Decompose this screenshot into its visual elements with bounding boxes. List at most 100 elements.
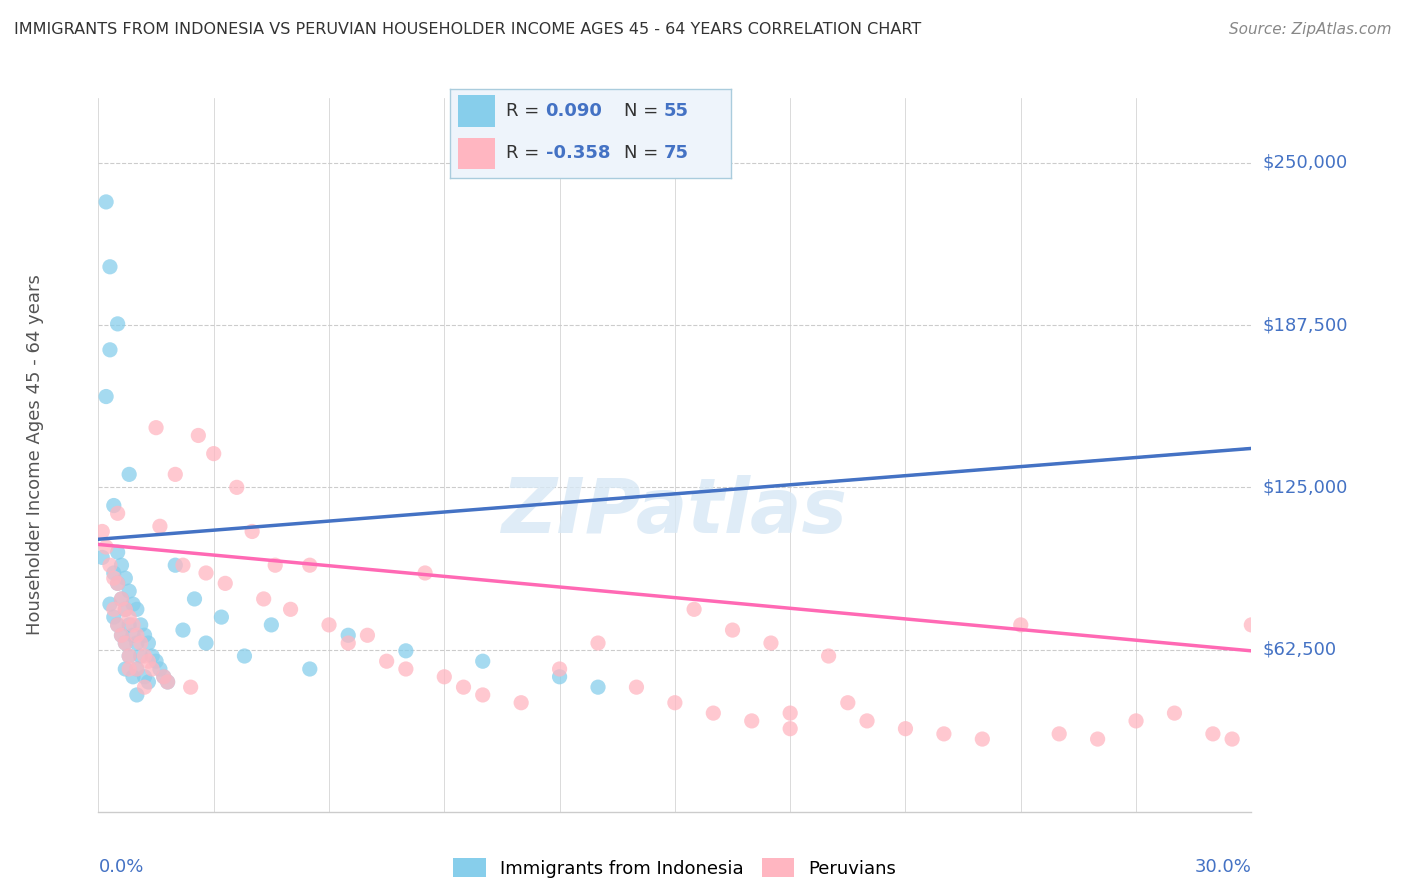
Point	[122, 628, 145, 642]
Point	[129, 648, 152, 663]
Point	[225, 480, 247, 494]
Point	[253, 591, 276, 606]
Point	[103, 610, 125, 624]
Text: Householder Income Ages 45 - 64 years: Householder Income Ages 45 - 64 years	[25, 275, 44, 635]
Text: ZIPatlas: ZIPatlas	[502, 475, 848, 549]
Point	[110, 628, 132, 642]
Text: $250,000: $250,000	[1263, 154, 1348, 172]
Point	[264, 558, 287, 573]
Point	[375, 654, 398, 668]
Text: 30.0%: 30.0%	[1195, 858, 1251, 877]
Point	[165, 558, 187, 573]
Point	[172, 623, 194, 637]
Point	[118, 648, 141, 663]
Point	[894, 722, 917, 736]
Point	[98, 597, 121, 611]
Point	[453, 680, 475, 694]
Text: N =: N =	[624, 145, 664, 162]
Point	[183, 591, 205, 606]
Point	[356, 628, 378, 642]
Point	[156, 675, 179, 690]
Text: $187,500: $187,500	[1263, 316, 1348, 334]
Point	[107, 545, 129, 559]
Point	[433, 670, 456, 684]
Point	[103, 571, 125, 585]
Text: Source: ZipAtlas.com: Source: ZipAtlas.com	[1229, 22, 1392, 37]
Point	[134, 670, 156, 684]
Point	[114, 636, 136, 650]
Point	[118, 662, 141, 676]
Point	[626, 680, 648, 694]
Point	[91, 524, 114, 539]
Point	[337, 636, 360, 650]
Point	[114, 602, 136, 616]
Point	[134, 680, 156, 694]
Point	[187, 428, 209, 442]
Point	[118, 584, 141, 599]
Point	[395, 662, 418, 676]
Point	[118, 467, 141, 482]
Point	[125, 662, 148, 676]
Point	[114, 571, 136, 585]
Point	[145, 654, 167, 668]
Point	[141, 662, 163, 676]
Point	[98, 260, 121, 274]
Point	[98, 343, 121, 357]
Point	[741, 714, 763, 728]
Point	[779, 722, 801, 736]
Text: 75: 75	[664, 145, 689, 162]
Point	[759, 636, 782, 650]
Point	[122, 618, 145, 632]
Point	[91, 550, 114, 565]
Point	[586, 680, 609, 694]
Bar	[458, 138, 495, 169]
Text: 0.0%: 0.0%	[98, 858, 143, 877]
Point	[149, 662, 172, 676]
Text: R =: R =	[506, 102, 546, 120]
Point	[125, 688, 148, 702]
Point	[337, 628, 360, 642]
Point	[395, 644, 418, 658]
Point	[129, 636, 152, 650]
Point	[103, 566, 125, 580]
Point	[195, 636, 218, 650]
Point	[837, 696, 859, 710]
Point	[1087, 732, 1109, 747]
Point	[152, 670, 174, 684]
Point	[125, 628, 148, 642]
Point	[721, 623, 744, 637]
Text: $125,000: $125,000	[1263, 478, 1348, 496]
Point	[94, 540, 117, 554]
Point	[260, 618, 283, 632]
Text: -0.358: -0.358	[546, 145, 610, 162]
Point	[114, 636, 136, 650]
Point	[103, 499, 125, 513]
Point	[1220, 732, 1243, 747]
Point	[110, 591, 132, 606]
Point	[180, 680, 202, 694]
Point	[118, 618, 141, 632]
Point	[156, 675, 179, 690]
Point	[141, 648, 163, 663]
Point	[586, 636, 609, 650]
Point	[165, 467, 187, 482]
Text: 0.090: 0.090	[546, 102, 602, 120]
Point	[138, 636, 160, 650]
Point	[471, 654, 494, 668]
Point	[172, 558, 194, 573]
Point	[107, 618, 129, 632]
Point	[122, 597, 145, 611]
Point	[110, 558, 132, 573]
Point	[103, 602, 125, 616]
Point	[510, 696, 533, 710]
Text: IMMIGRANTS FROM INDONESIA VS PERUVIAN HOUSEHOLDER INCOME AGES 45 - 64 YEARS CORR: IMMIGRANTS FROM INDONESIA VS PERUVIAN HO…	[14, 22, 921, 37]
Point	[664, 696, 686, 710]
Point	[817, 648, 839, 663]
Point	[209, 610, 232, 624]
Point	[280, 602, 302, 616]
Point	[134, 628, 156, 642]
Point	[98, 558, 121, 573]
Point	[471, 688, 494, 702]
Point	[118, 648, 141, 663]
Point	[1010, 618, 1032, 632]
